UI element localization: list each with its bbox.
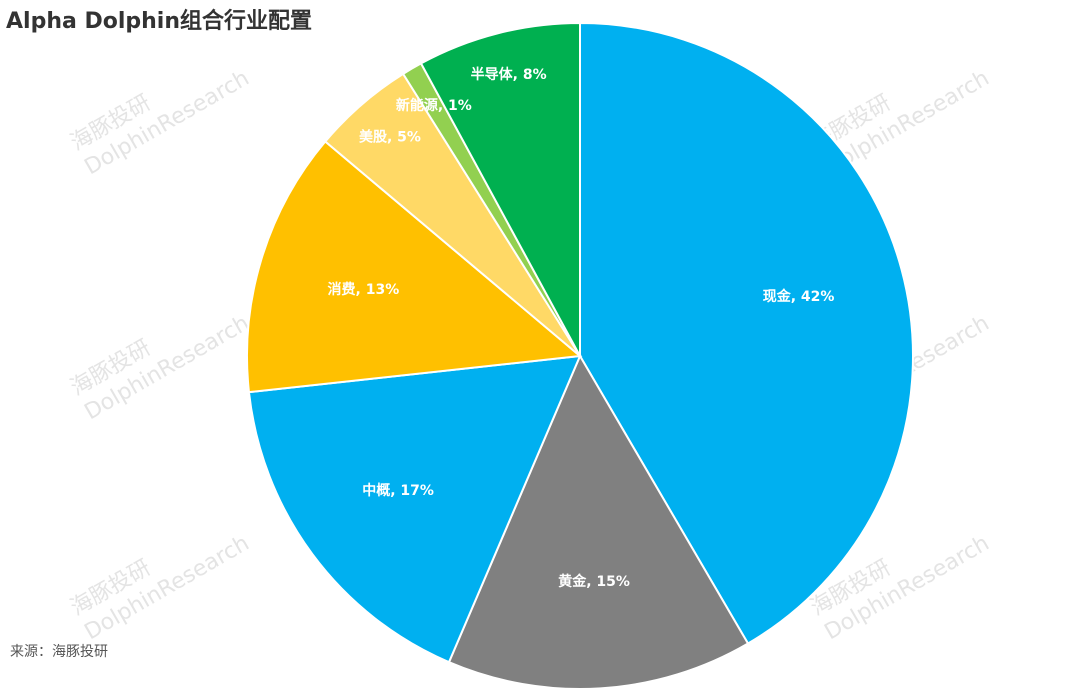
pie-slice xyxy=(447,353,750,690)
source: 来源：海豚投研 xyxy=(10,644,108,660)
data-label: 消费, 13% xyxy=(328,281,400,298)
pie-slice xyxy=(579,21,914,645)
data-label: 中概, 17% xyxy=(362,482,434,499)
pie-slice xyxy=(419,21,581,357)
pie-slice xyxy=(246,140,583,394)
data-label: 新能源, 1% xyxy=(396,97,472,114)
pie-slice xyxy=(247,354,582,664)
data-label: 半导体, 8% xyxy=(471,66,547,83)
pie: 现金, 42% 黄金, 15% 中概, 17% 消费, 13% 美股, 5% 新能源, 1… xyxy=(246,21,914,690)
data-label: 黄金, 15% xyxy=(558,573,630,590)
data-label: 美股, 5% xyxy=(359,128,421,145)
chart-title: Alpha Dolphin组合行业配置 xyxy=(6,8,312,34)
data-label: 现金, 42% xyxy=(763,288,835,305)
